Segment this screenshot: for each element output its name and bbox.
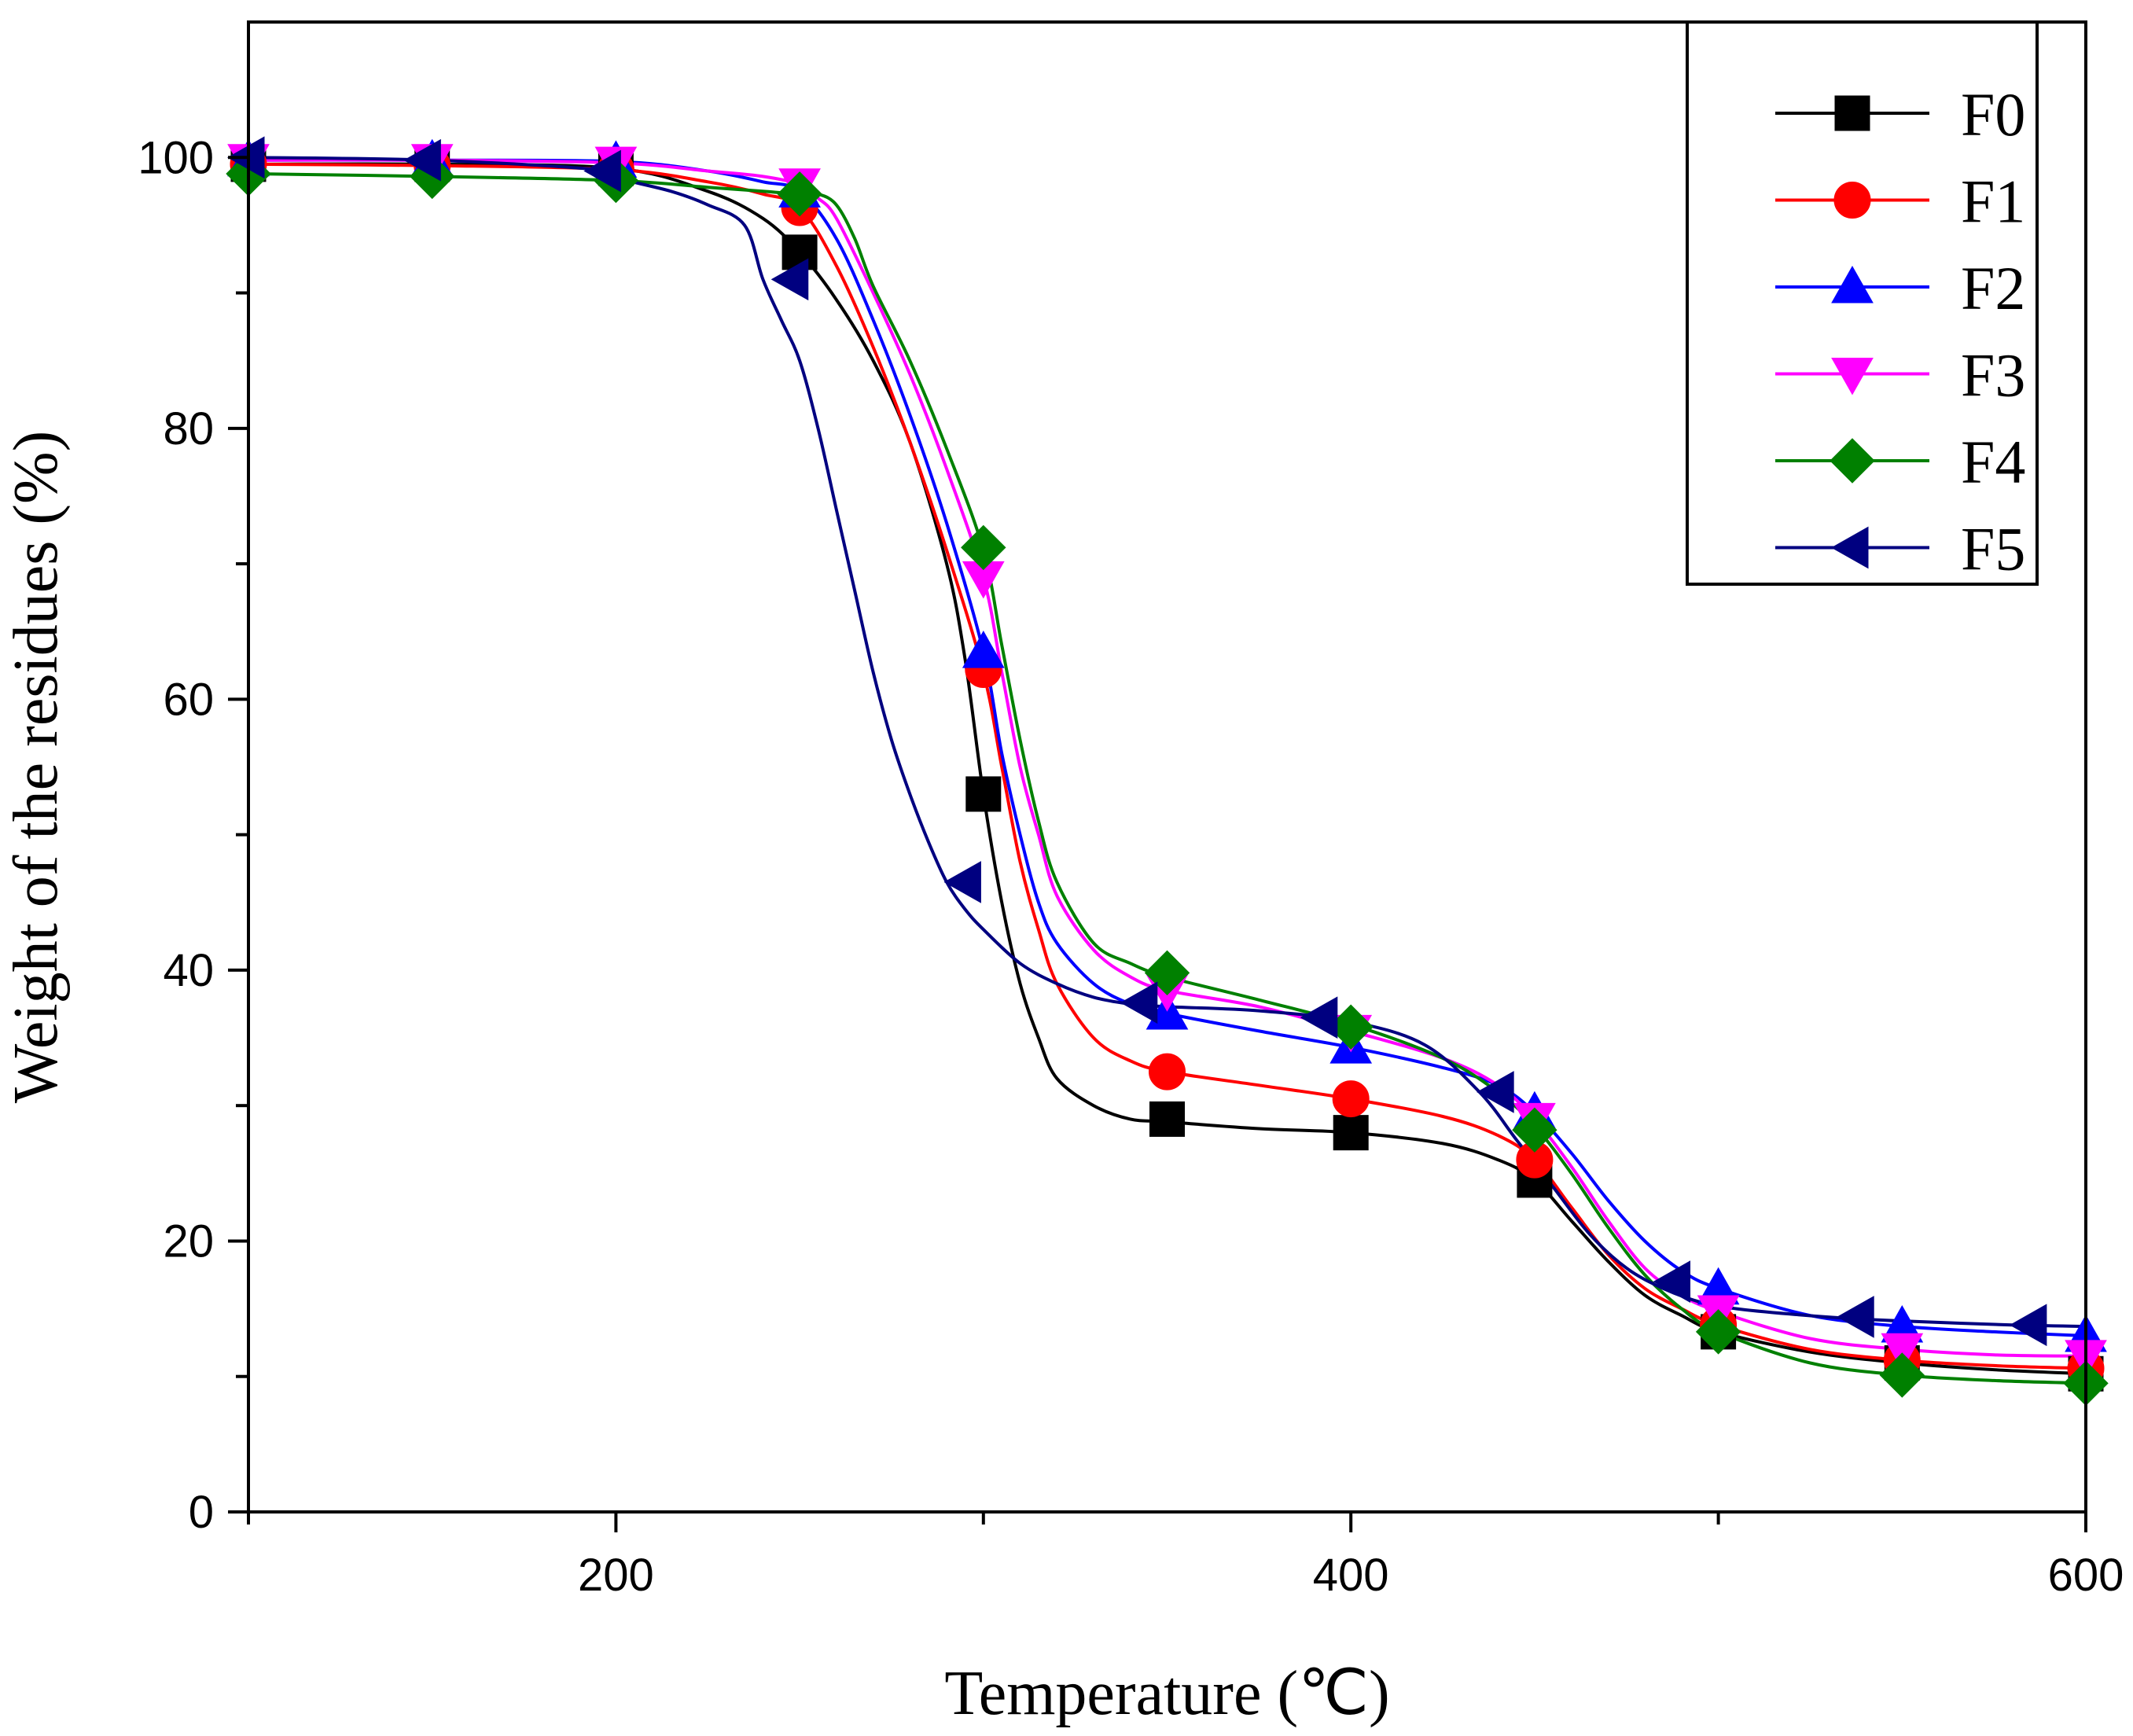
series-line-f0: [248, 162, 2087, 1376]
x-tick-label: 200: [578, 1550, 654, 1601]
y-tick-label: 40: [163, 945, 214, 996]
data-point-f4: [777, 171, 822, 217]
data-point-f5: [2009, 1304, 2047, 1347]
x-axis-title: Temperature (℃): [944, 1659, 1389, 1728]
data-point-f4: [1879, 1352, 1925, 1398]
legend-label-f3: F3: [1961, 341, 2025, 410]
legend-marker-f4: [1830, 438, 1875, 484]
legend-marker-f3: [1831, 358, 1874, 395]
axis-ticks: [228, 156, 2087, 1532]
data-point-f5: [1120, 981, 1158, 1024]
axis-tick-labels: 200 400 600 0 20 40 60 80 100: [138, 132, 2124, 1601]
data-point-f0: [1149, 1101, 1185, 1137]
data-point-f1: [1149, 1053, 1186, 1091]
data-point-f5: [1837, 1296, 1874, 1338]
data-point-f5: [770, 258, 809, 301]
data-point-f4: [1512, 1107, 1557, 1153]
y-axis-title: Weight of the residues (%): [2, 431, 71, 1104]
data-point-f5: [943, 861, 981, 903]
data-point-f4: [1695, 1309, 1741, 1355]
data-point-f2: [962, 631, 1005, 668]
y-tick-label: 100: [138, 132, 214, 183]
legend-marker-f2: [1831, 265, 1874, 303]
data-point-f1: [1332, 1080, 1370, 1118]
data-point-f3: [1881, 1333, 1924, 1371]
plot-area-frame: [247, 20, 2087, 1513]
legend-marker-f5: [1830, 526, 1869, 569]
y-tick-label: 20: [163, 1216, 214, 1267]
marker-layer: [226, 136, 2109, 1407]
legend-marker-f1: [1833, 182, 1871, 219]
x-tick-label: 600: [2048, 1550, 2124, 1601]
data-point-f0: [1333, 1115, 1369, 1151]
y-tick-label: 60: [163, 674, 214, 725]
legend: F0 F1 F2 F3 F4 F5: [1686, 20, 2039, 586]
legend-label-f0: F0: [1961, 80, 2025, 149]
y-tick-label: 80: [163, 403, 214, 454]
legend-label-f4: F4: [1961, 428, 2025, 496]
y-tick-label: 0: [189, 1487, 214, 1538]
legend-marker-f0: [1834, 95, 1870, 131]
data-point-f4: [961, 524, 1006, 571]
legend-label-f1: F1: [1961, 167, 2025, 236]
x-tick-label: 400: [1313, 1550, 1389, 1601]
legend-label-f5: F5: [1961, 515, 2025, 583]
data-point-f5: [1653, 1260, 1691, 1303]
data-point-f5: [1477, 1071, 1514, 1113]
data-point-f0: [965, 776, 1002, 812]
data-point-f5: [1300, 996, 1338, 1039]
legend-label-f2: F2: [1961, 254, 2025, 322]
data-point-f5: [583, 149, 621, 193]
data-point-f5: [403, 138, 441, 182]
